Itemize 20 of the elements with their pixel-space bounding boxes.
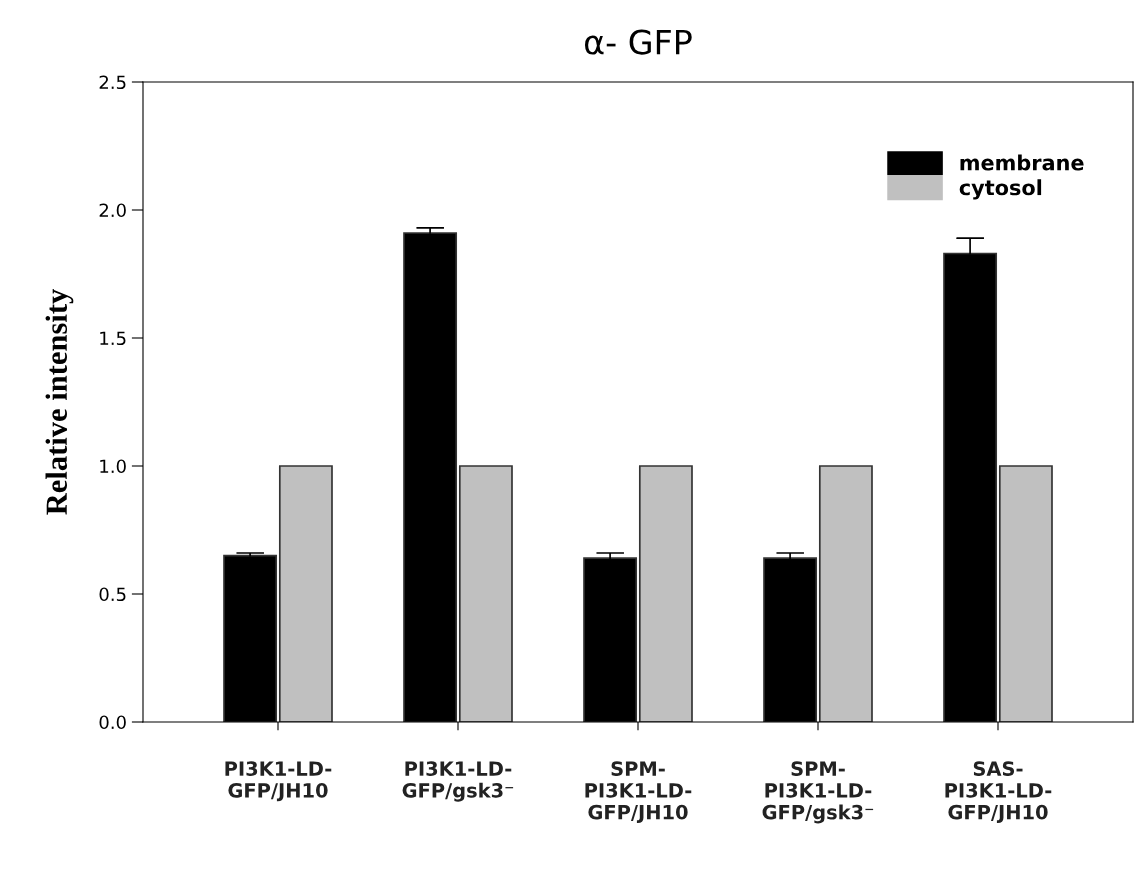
x-tick-label: PI3K1-LD- GFP/gsk3⁻ — [402, 761, 514, 802]
y-tick-label: 2.5 — [99, 75, 126, 90]
legend-label: membrane — [960, 154, 1084, 171]
y-axis-title: Relative intensity — [45, 289, 74, 515]
y-tick-label: 1.5 — [100, 331, 126, 346]
x-tick-label: SAS- PI3K1-LD- GFP/JH10 — [945, 761, 1052, 824]
bar — [818, 465, 873, 722]
x-tick-label: PI3K1-LD- GFP/JH10 — [225, 761, 332, 802]
x-tick-label: SPM- PI3K1-LD- GFP/gsk3⁻ — [762, 761, 874, 824]
bar — [278, 465, 333, 722]
x-tick-label: SPM- PI3K1-LD- GFP/JH10 — [585, 761, 692, 824]
legend-label: cytosol — [959, 179, 1042, 200]
y-tick-label: 1.0 — [100, 459, 126, 474]
y-tick-label: 2.0 — [99, 203, 126, 218]
bar — [638, 465, 693, 722]
chart-title: α- GFP — [584, 29, 692, 55]
bar — [998, 465, 1053, 722]
y-tick-label: 0.0 — [99, 715, 126, 730]
bar — [458, 465, 513, 722]
y-tick-label: 0.5 — [99, 587, 126, 602]
